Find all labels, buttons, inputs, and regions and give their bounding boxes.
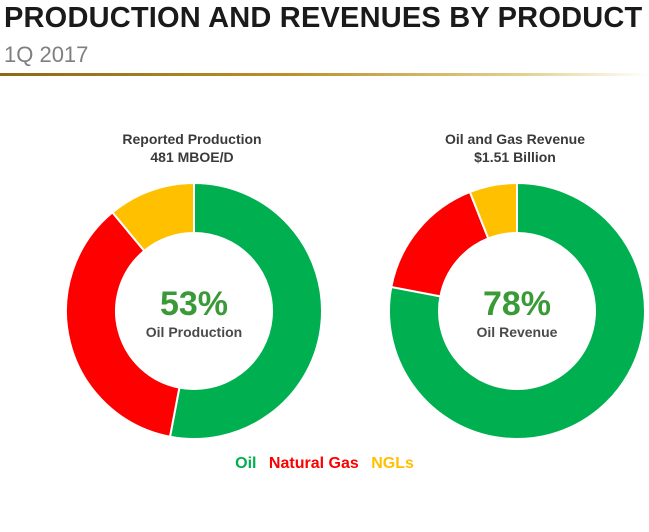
legend-item-oil: Oil [235,455,257,472]
revenue-slice-oil [388,181,646,440]
production-slice-natural-gas [65,210,181,438]
revenue-center-value: 78% [482,285,552,323]
revenue-slice-ngls [468,181,518,240]
production-slice-ngls [111,181,195,253]
production-chart-title: Reported Production [122,131,262,147]
legend-item-ngls: NGLs [371,455,414,472]
production-center-label: Oil Production [145,324,243,340]
revenue-donut-chart [388,181,646,440]
page-title: PRODUCTION AND REVENUES BY PRODUCT [4,2,643,34]
revenue-center-label: Oil Revenue [476,324,558,340]
revenue-chart-heading: Oil and Gas Revenue $1.51 Billion [390,130,640,166]
revenue-chart-subtitle: $1.51 Billion [474,149,556,165]
revenue-slice-natural-gas [390,190,490,298]
production-slice-oil [168,181,323,440]
production-donut-chart [65,181,323,440]
production-chart-subtitle: 481 MBOE/D [150,149,234,165]
title-divider [0,73,649,76]
chart-legend: Oil Natural Gas NGLs [0,455,649,473]
revenue-chart-title: Oil and Gas Revenue [444,131,586,147]
legend-item-natural-gas: Natural Gas [268,455,359,472]
page-subtitle: 1Q 2017 [4,42,89,67]
production-center-value: 53% [159,285,229,323]
production-chart-heading: Reported Production 481 MBOE/D [67,130,317,166]
